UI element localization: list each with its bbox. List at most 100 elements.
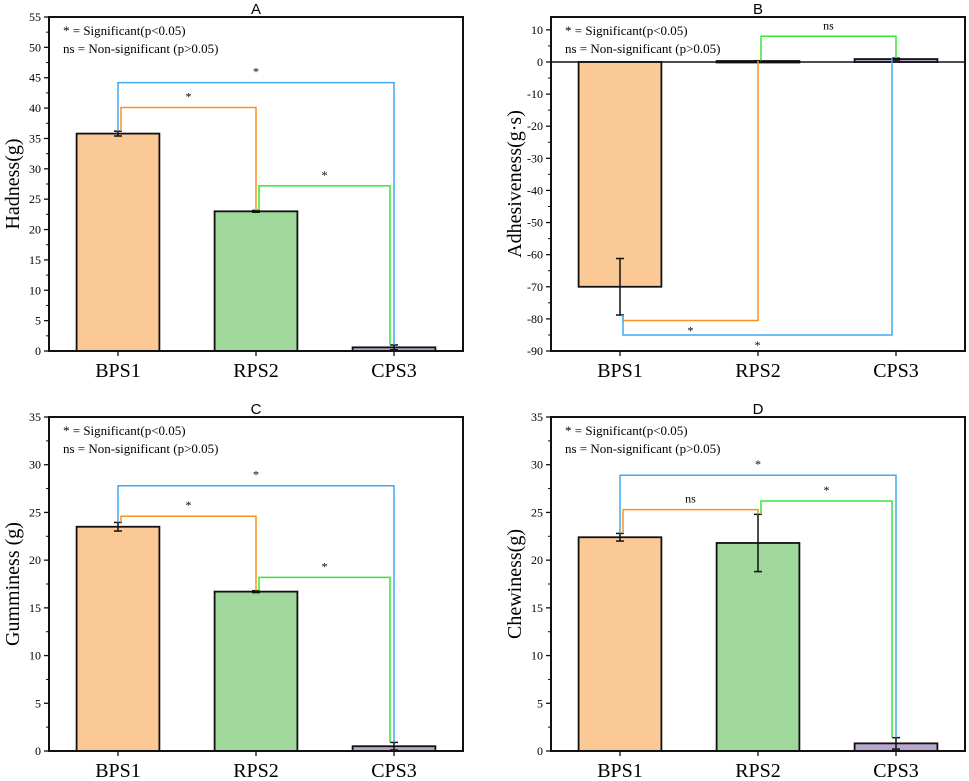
significance-note: * = Significant(p<0.05) (63, 423, 186, 438)
y-tick-label: 55 (29, 10, 41, 24)
y-tick-label: -90 (527, 344, 543, 358)
panel-a: A * * * 0 5 10 15 20 25 30 35 40 45 50 55 BPS1 RPS2 CPS3 Ha… (2, 1, 464, 382)
x-tick-label: CPS3 (873, 760, 919, 781)
y-tick-label: -10 (527, 87, 543, 101)
significance-bracket (120, 106, 257, 211)
y-tick-label: 35 (29, 131, 41, 145)
y-tick-label: 25 (29, 505, 41, 519)
y-tick-label: 45 (29, 71, 41, 85)
panel-title: C (251, 401, 262, 418)
significance-label: * (322, 559, 328, 573)
y-tick-label: 10 (531, 649, 543, 663)
x-tick-label: BPS1 (95, 360, 141, 382)
panel-title: B (753, 1, 763, 18)
y-tick-label: 50 (29, 40, 41, 54)
y-tick-label: 10 (531, 23, 543, 37)
significance-bracket (258, 576, 391, 743)
y-tick-label: 0 (35, 344, 41, 358)
panel-c: C * * * 0 5 10 15 20 25 30 35 BPS1 RPS2 CPS3 Gumminess … (2, 401, 464, 781)
significance-bracket (120, 515, 257, 591)
y-tick-label: -30 (527, 151, 543, 165)
y-tick-label: 10 (29, 283, 41, 297)
bar-rps2 (213, 590, 299, 752)
significance-label: * (322, 168, 328, 182)
y-tick-label: 15 (531, 601, 543, 615)
bar-rps2 (213, 210, 299, 352)
y-tick-label: 35 (29, 410, 41, 424)
significance-note: ns = Non-significant (p>0.05) (565, 441, 720, 456)
y-tick-label: 0 (537, 55, 543, 69)
x-tick-label: BPS1 (597, 760, 643, 781)
y-tick-label: -80 (527, 312, 543, 326)
y-tick-label: 30 (29, 162, 41, 176)
significance-note: * = Significant(p<0.05) (565, 23, 688, 38)
panel-title: D (753, 401, 764, 418)
y-tick-label: 10 (29, 649, 41, 663)
significance-bracket (258, 185, 391, 345)
significance-label: * (253, 65, 259, 79)
x-tick-label: RPS2 (735, 760, 781, 781)
x-tick-label: BPS1 (597, 360, 643, 382)
y-axis-label: Hadness(g) (2, 138, 24, 229)
significance-label: * (253, 468, 259, 482)
y-tick-label: -70 (527, 280, 543, 294)
bar-bps1 (577, 61, 663, 288)
x-tick-label: RPS2 (233, 360, 279, 382)
significance-bracket (117, 81, 395, 345)
significance-note: * = Significant(p<0.05) (565, 423, 688, 438)
x-tick-label: RPS2 (735, 360, 781, 382)
y-tick-label: 0 (35, 744, 41, 758)
bar-rps2 (715, 542, 801, 752)
significance-label: * (186, 498, 192, 512)
panel-b: Bns * * -90 -80 -70 -60 -50 -40 -30 -20 -10 0 10 BPS1 R… (504, 1, 966, 382)
y-tick-label: 5 (35, 314, 41, 328)
y-tick-label: 5 (537, 696, 543, 710)
x-tick-label: RPS2 (233, 760, 279, 781)
y-tick-label: -40 (527, 183, 543, 197)
significance-bracket (622, 58, 893, 336)
y-tick-label: 20 (29, 553, 41, 567)
y-tick-label: 25 (29, 192, 41, 206)
bar-bps1 (75, 525, 161, 752)
significance-label: * (755, 457, 761, 471)
significance-label: * (186, 89, 192, 103)
significance-label: * (688, 323, 694, 337)
y-tick-label: 40 (29, 101, 41, 115)
y-axis-label: Adhesiveness(g·s) (504, 110, 526, 258)
y-tick-label: -50 (527, 216, 543, 230)
significance-bracket (619, 474, 897, 738)
y-tick-label: 35 (531, 410, 543, 424)
bar-bps1 (577, 536, 663, 752)
y-tick-label: 5 (35, 696, 41, 710)
significance-bracket (622, 508, 759, 534)
x-tick-label: BPS1 (95, 760, 141, 781)
y-tick-label: 20 (29, 223, 41, 237)
significance-label: * (755, 338, 761, 352)
bar-bps1 (75, 132, 161, 352)
y-tick-label: 15 (29, 601, 41, 615)
x-tick-label: CPS3 (371, 360, 417, 382)
significance-label: * (824, 483, 830, 497)
y-axis-label: Chewiness(g) (504, 529, 526, 639)
y-tick-label: 20 (531, 553, 543, 567)
y-axis-label: Gumminess (g) (2, 522, 24, 646)
significance-note: ns = Non-significant (p>0.05) (63, 441, 218, 456)
y-tick-label: 30 (29, 458, 41, 472)
x-tick-label: CPS3 (371, 760, 417, 781)
y-tick-label: -60 (527, 248, 543, 262)
y-tick-label: 25 (531, 505, 543, 519)
significance-label: ns (823, 18, 834, 32)
significance-note: ns = Non-significant (p>0.05) (565, 41, 720, 56)
significance-bracket (117, 484, 395, 743)
y-tick-label: 0 (537, 744, 543, 758)
significance-note: ns = Non-significant (p>0.05) (63, 41, 218, 56)
panel-d: D * ns * 0 5 10 15 20 25 30 35 BPS1 RPS2 CPS3 Chewiness… (504, 401, 966, 781)
significance-bracket (760, 35, 897, 61)
y-tick-label: 15 (29, 253, 41, 267)
y-tick-label: -20 (527, 119, 543, 133)
significance-bracket (760, 500, 893, 738)
y-tick-label: 30 (531, 458, 543, 472)
panel-title: A (251, 1, 261, 18)
significance-label: ns (685, 492, 696, 506)
